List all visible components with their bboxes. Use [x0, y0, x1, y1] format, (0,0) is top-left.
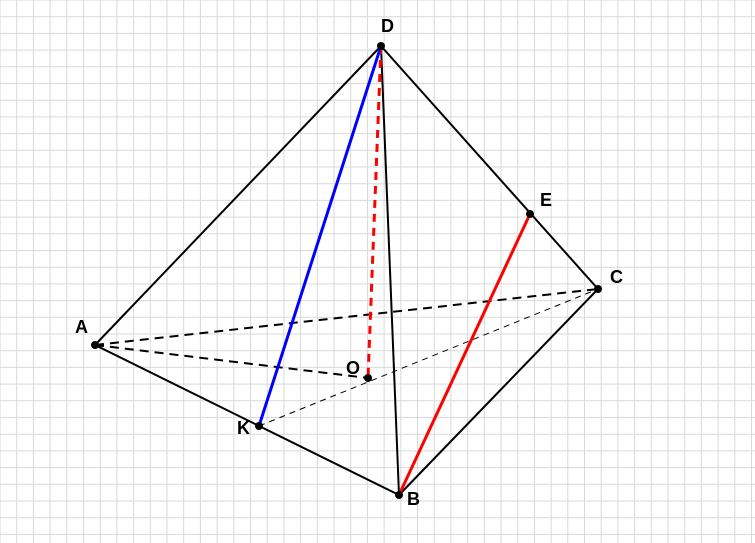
point-label-D: D	[381, 16, 394, 36]
point-label-A: A	[75, 317, 88, 337]
point-D	[377, 42, 385, 50]
point-label-K: K	[237, 418, 250, 438]
point-K	[255, 422, 263, 430]
point-B	[395, 491, 403, 499]
background	[0, 0, 755, 543]
point-label-C: C	[610, 267, 623, 287]
point-label-B: B	[407, 489, 420, 509]
point-E	[526, 210, 534, 218]
point-O	[364, 374, 372, 382]
geometry-diagram: A B C D E K O	[0, 0, 755, 543]
point-label-O: O	[346, 358, 360, 378]
point-label-E: E	[540, 190, 552, 210]
point-A	[91, 341, 99, 349]
point-C	[594, 285, 602, 293]
